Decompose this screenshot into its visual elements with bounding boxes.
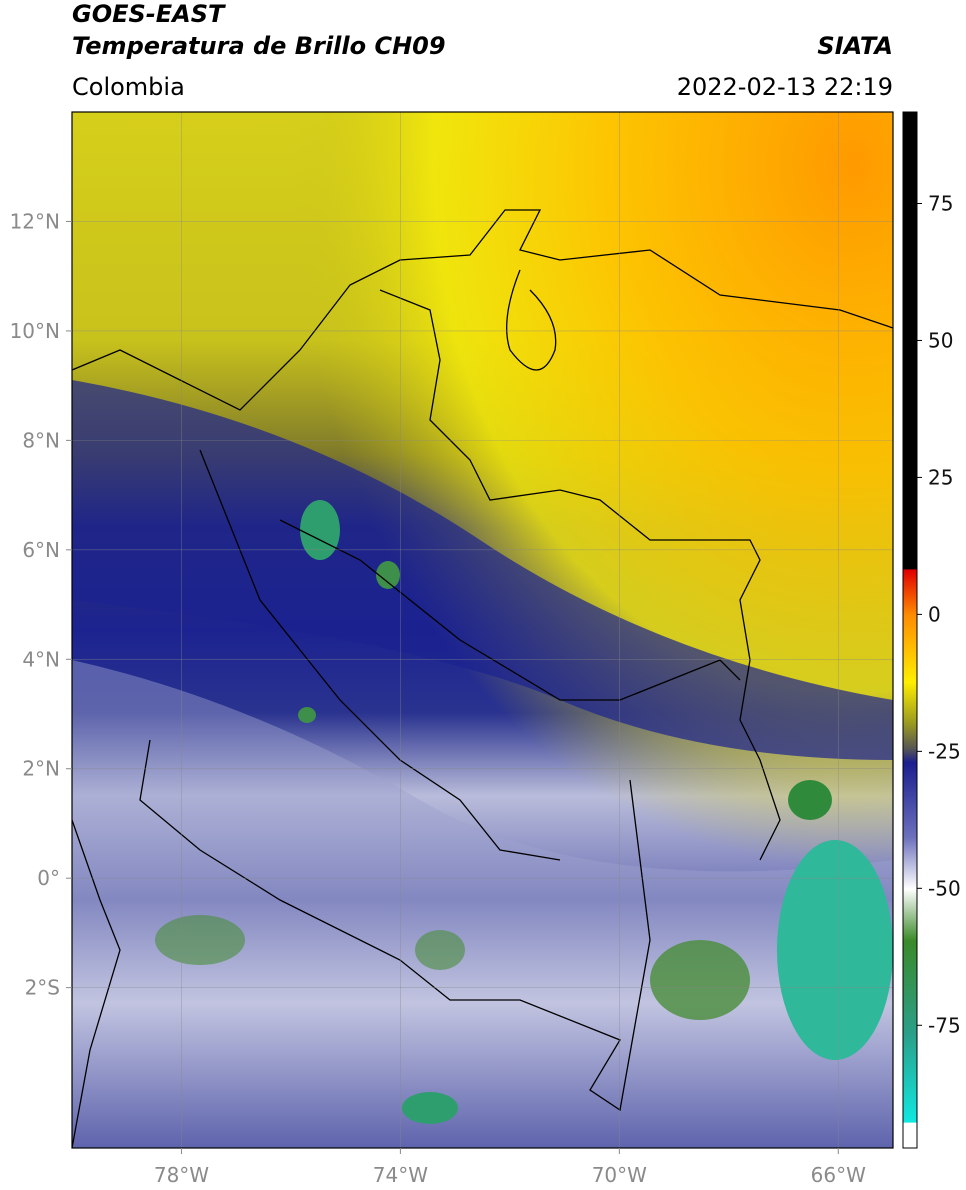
axes: 78°W 74°W 70°W 66°W 12°N 10°N 8°N 6°N 4°N 2°N 0° 2°… (10, 191, 961, 1187)
y-tick-label: 2°N (22, 757, 60, 781)
source: SIATA (817, 32, 893, 60)
x-tick-label: 66°W (811, 1163, 866, 1187)
satellite-image (72, 112, 893, 1148)
colorbar-tick-label: 75 (928, 191, 953, 215)
colorbar-tick-label: -75 (928, 1013, 961, 1037)
y-tick-label: 6°N (22, 538, 60, 562)
x-tick-label: 70°W (592, 1163, 647, 1187)
colorbar (902, 111, 918, 1149)
y-tick-label: 0° (37, 866, 60, 890)
y-tick-label: 12°N (10, 209, 60, 233)
colorbar-tick-label: -50 (928, 876, 961, 900)
title: GOES-EAST (72, 0, 226, 28)
colorbar-tick-label: 50 (928, 328, 953, 352)
region: Colombia (72, 73, 185, 101)
map-frame (71, 111, 894, 1149)
x-tick-label: 74°W (373, 1163, 428, 1187)
graticule (72, 112, 893, 1148)
y-tick-label: 8°N (22, 428, 60, 452)
datetime: 2022-02-13 22:19 (677, 73, 893, 101)
y-tick-label: 4°N (22, 647, 60, 671)
subtitle: Temperatura de Brillo CH09 (72, 32, 446, 60)
colorbar-tick-label: 25 (928, 465, 953, 489)
x-tick-label: 78°W (154, 1163, 209, 1187)
colorbar-tick-label: -25 (928, 739, 961, 763)
y-tick-label: 2°S (25, 976, 60, 1000)
colorbar-tick-label: 0 (928, 602, 941, 626)
y-tick-label: 10°N (10, 319, 60, 343)
